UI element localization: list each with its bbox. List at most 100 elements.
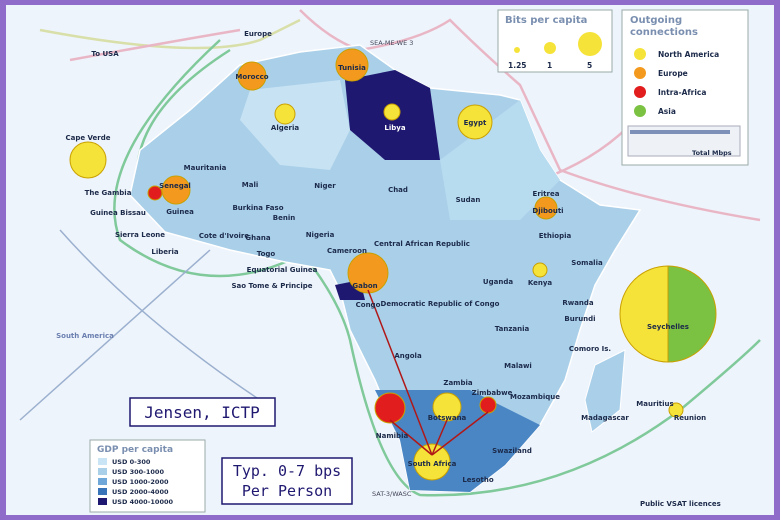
place-label: Mauritania bbox=[184, 164, 227, 172]
place-label: Guinea Bissau bbox=[90, 209, 146, 217]
place-label: Uganda bbox=[483, 278, 513, 286]
vsat-label: Public VSAT licences bbox=[640, 500, 721, 508]
place-label: Cape Verde bbox=[65, 134, 110, 142]
place-label: To USA bbox=[91, 50, 119, 58]
place-label: Mozambique bbox=[510, 393, 560, 401]
place-label: Sudan bbox=[456, 196, 481, 204]
legend-label: 1 bbox=[547, 61, 552, 70]
marker bbox=[413, 443, 451, 481]
legend-label: 5 bbox=[587, 61, 592, 70]
legend-swatch bbox=[98, 478, 107, 485]
place-label: Tanzania bbox=[495, 325, 530, 333]
cable-label: South America bbox=[56, 332, 114, 340]
marker bbox=[457, 104, 493, 140]
place-label: Morocco bbox=[235, 73, 268, 81]
place-label: Mauritius bbox=[636, 400, 673, 408]
legend-title: GDP per capita bbox=[97, 445, 173, 455]
legend-label: 1.25 bbox=[508, 61, 527, 70]
place-label: Togo bbox=[257, 250, 276, 258]
legend-label: Europe bbox=[658, 69, 688, 78]
place-label: Libya bbox=[384, 124, 405, 132]
legend-title: Bits per capita bbox=[505, 15, 587, 26]
legend-title: connections bbox=[630, 27, 698, 38]
place-label: Botswana bbox=[428, 414, 467, 422]
legend-label: USD 300-1000 bbox=[112, 468, 164, 476]
place-label: Tunisia bbox=[338, 64, 366, 72]
place-label: Zimbabwe bbox=[472, 389, 513, 397]
links bbox=[367, 289, 489, 456]
legend-gdp: GDP per capita USD 0-300 USD 300-1000 US… bbox=[89, 439, 206, 513]
legend-label: North America bbox=[658, 50, 719, 59]
legend-label: Total Mbps bbox=[692, 149, 732, 157]
legend-swatch bbox=[98, 458, 107, 465]
cable bbox=[19, 249, 211, 421]
marker bbox=[619, 265, 669, 363]
place-label: Chad bbox=[388, 186, 408, 194]
legend-swatch bbox=[634, 48, 646, 60]
legend-title: Outgoing bbox=[630, 15, 682, 26]
place-label: Congo bbox=[356, 301, 381, 309]
cable bbox=[69, 28, 241, 62]
place-label: Equatorial Guinea bbox=[247, 266, 318, 274]
place-label: Egypt bbox=[464, 119, 487, 127]
marker bbox=[532, 262, 548, 278]
marker bbox=[335, 48, 369, 82]
place-label: Madagascar bbox=[581, 414, 629, 422]
annotation: Jensen, ICTP bbox=[144, 403, 260, 422]
marker bbox=[274, 103, 296, 125]
legend-inset-bar bbox=[630, 130, 730, 134]
legend-label: Intra-Africa bbox=[658, 88, 706, 97]
legend-swatch bbox=[98, 468, 107, 475]
legend-label: USD 0-300 bbox=[112, 458, 151, 466]
region bbox=[240, 80, 350, 170]
place-label: Mali bbox=[242, 181, 259, 189]
place-label: Gabon bbox=[352, 282, 377, 290]
place-label: Nigeria bbox=[306, 231, 335, 239]
marker bbox=[668, 402, 684, 418]
place-label: Democratic Republic of Congo bbox=[381, 300, 500, 308]
place-label: Ethiopia bbox=[539, 232, 572, 240]
cable-label: SEA-ME-WE 3 bbox=[370, 39, 413, 47]
place-label: Comoro Is. bbox=[569, 345, 611, 353]
place-label: Rwanda bbox=[562, 299, 594, 307]
place-label: Kenya bbox=[528, 279, 553, 287]
place-label: Angola bbox=[394, 352, 422, 360]
legend-marker bbox=[544, 42, 556, 54]
marker bbox=[534, 196, 558, 220]
place-label: Burkina Faso bbox=[232, 204, 283, 212]
annotation: Typ. 0-7 bps bbox=[233, 462, 341, 480]
marker bbox=[479, 396, 497, 414]
cable bbox=[113, 39, 291, 278]
place-label: Cote d'Ivoire bbox=[199, 232, 249, 240]
place-label: Algeria bbox=[271, 124, 299, 132]
cable bbox=[39, 18, 301, 50]
place-label: Central African Republic bbox=[374, 240, 470, 248]
madagascar bbox=[584, 349, 626, 433]
link bbox=[431, 411, 489, 456]
legend-bits: Bits per capita 1.25 1 5 bbox=[497, 9, 613, 73]
annotation: Per Person bbox=[242, 482, 332, 500]
legend-swatch bbox=[634, 86, 646, 98]
place-labels: Europe To USA Morocco Tunisia Libya Egyp… bbox=[56, 30, 706, 498]
marker bbox=[383, 103, 401, 121]
marker bbox=[69, 141, 107, 179]
cable-label: SAT-3/WASC bbox=[372, 490, 412, 498]
place-label: Reunion bbox=[674, 414, 706, 422]
annotation-box bbox=[129, 397, 276, 427]
legend-label: USD 2000-4000 bbox=[112, 488, 169, 496]
place-label: Liberia bbox=[151, 248, 178, 256]
marker bbox=[161, 175, 191, 205]
place-label: Cameroon bbox=[327, 247, 367, 255]
link bbox=[431, 419, 448, 456]
link bbox=[367, 289, 433, 456]
place-label: Malawi bbox=[504, 362, 532, 370]
marker bbox=[347, 252, 389, 294]
place-label: Niger bbox=[314, 182, 336, 190]
place-label: Zambia bbox=[443, 379, 473, 387]
legend-connections: Outgoing connections North America Europ… bbox=[621, 9, 749, 166]
place-label: Somalia bbox=[571, 259, 603, 267]
place-label: Djibouti bbox=[532, 207, 563, 215]
place-label: Senegal bbox=[159, 182, 191, 190]
cable bbox=[59, 229, 261, 401]
